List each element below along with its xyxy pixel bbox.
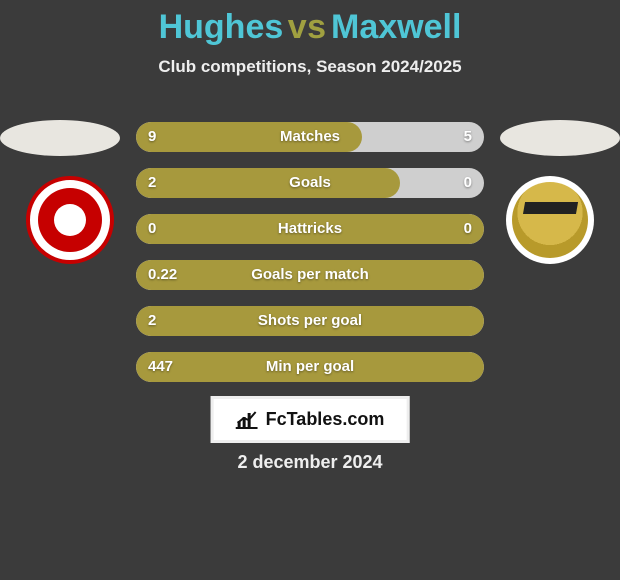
page-title: Hughes vs Maxwell	[0, 0, 620, 47]
stat-row: 00Hattricks	[136, 214, 484, 244]
bar-fill	[136, 122, 362, 152]
stat-row: 2Shots per goal	[136, 306, 484, 336]
bar-track	[136, 306, 484, 336]
player1-name: Hughes	[159, 8, 284, 46]
bar-track	[136, 122, 484, 152]
crest-wing	[512, 182, 588, 258]
stat-row: 447Min per goal	[136, 352, 484, 382]
club-crest-right	[506, 176, 594, 264]
vs-text: vs	[288, 8, 327, 46]
bar-fill	[136, 168, 400, 198]
player2-name: Maxwell	[331, 8, 461, 46]
player1-silhouette	[0, 120, 120, 156]
club-crest-left	[26, 176, 114, 264]
brand-badge: FcTables.com	[211, 396, 410, 443]
bar-fill	[136, 306, 484, 336]
bar-fill	[136, 352, 484, 382]
chart-icon	[236, 411, 258, 429]
stats-bars: 95Matches 20Goals 00Hattricks 0.22Goals per…	[136, 122, 484, 398]
crest-stripe	[523, 202, 578, 214]
stat-row: 95Matches	[136, 122, 484, 152]
bar-track	[136, 260, 484, 290]
bar-track	[136, 214, 484, 244]
bar-track	[136, 168, 484, 198]
player2-silhouette	[500, 120, 620, 156]
bar-track	[136, 352, 484, 382]
bar-fill	[136, 260, 484, 290]
subtitle: Club competitions, Season 2024/2025	[0, 57, 620, 77]
bar-fill	[136, 214, 484, 244]
crest-center	[54, 204, 86, 236]
stat-row: 20Goals	[136, 168, 484, 198]
brand-text: FcTables.com	[266, 409, 385, 430]
stat-row: 0.22Goals per match	[136, 260, 484, 290]
date-text: 2 december 2024	[0, 452, 620, 473]
